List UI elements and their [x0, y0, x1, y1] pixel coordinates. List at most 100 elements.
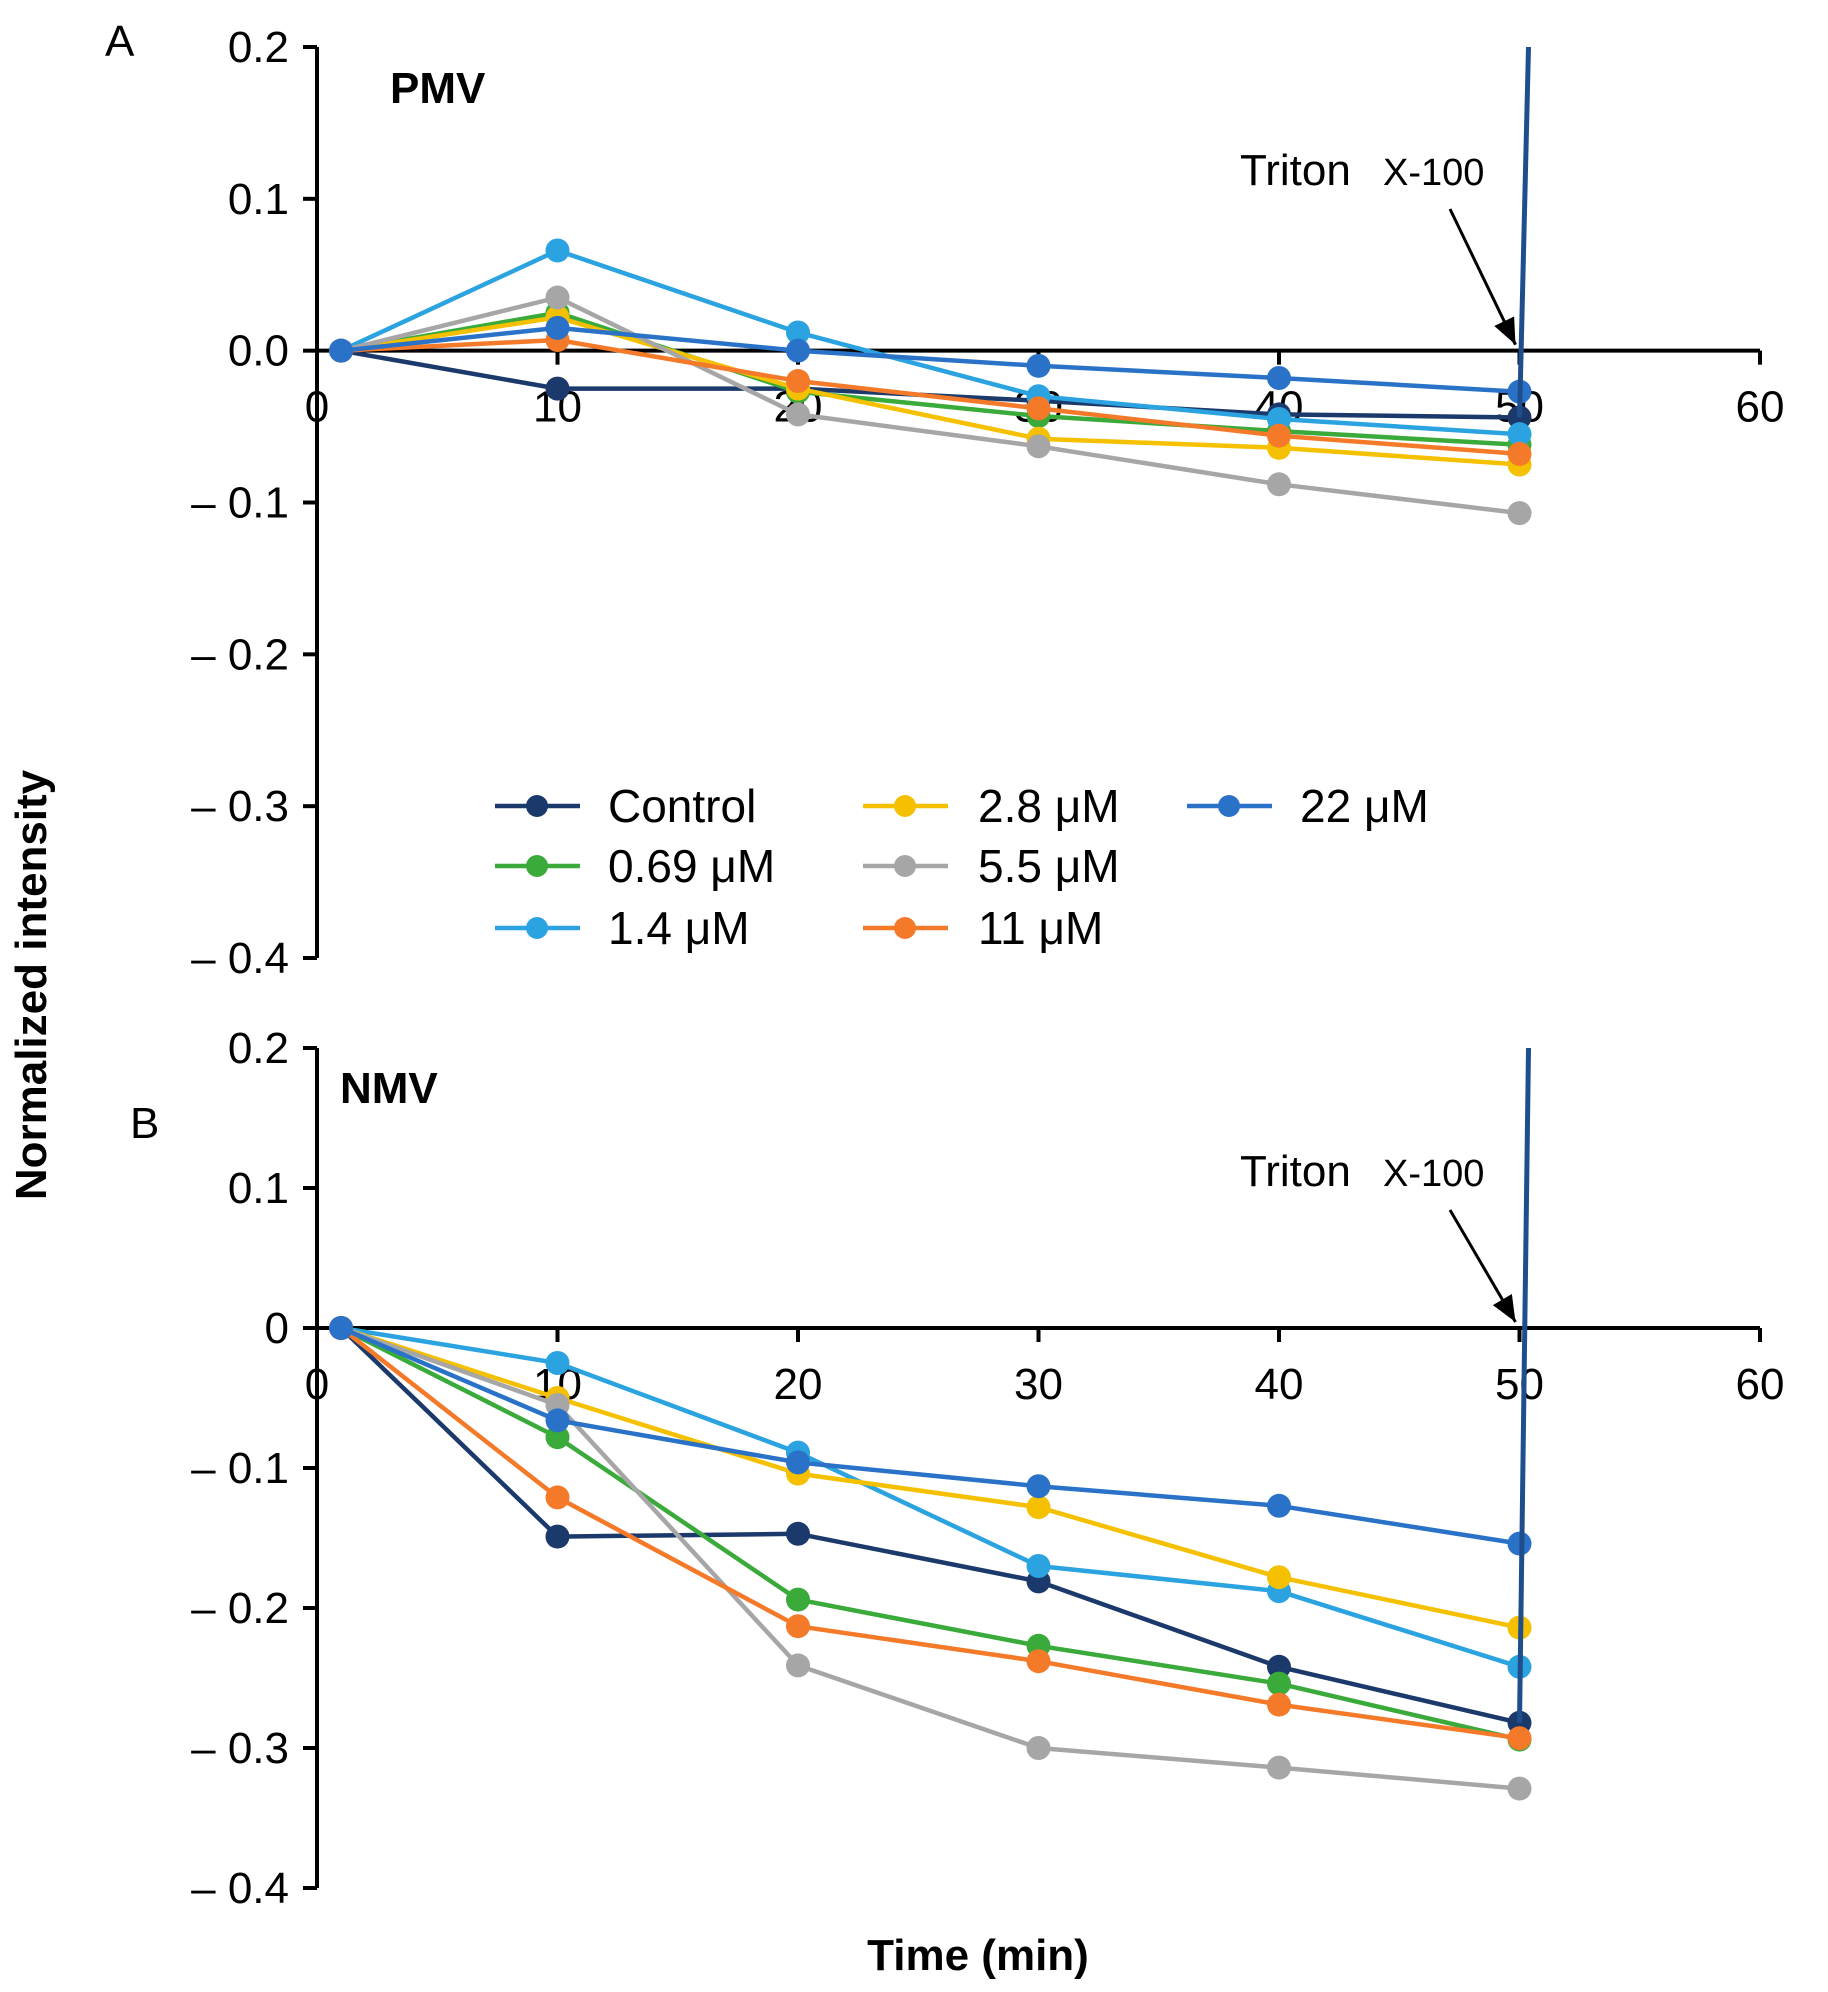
- panel-b-data-point: [545, 1485, 570, 1510]
- panel-a-series-line: [340, 310, 1520, 448]
- legend-label: 11 μM: [978, 902, 1103, 954]
- panel-b-y-tick-label: – 0.2: [191, 1584, 289, 1633]
- panel-b-data-point: [1507, 1776, 1532, 1801]
- panel-b-data-point: [786, 1614, 810, 1639]
- panel-a-data-point: [1507, 441, 1532, 466]
- panel-a-y-tick-label: – 0.1: [191, 479, 289, 528]
- legend-item: 2.8 μM: [863, 780, 1120, 832]
- panel-letter-a: A: [105, 17, 135, 66]
- panel-b-data-point: [786, 1653, 810, 1678]
- panel-b-triton-spike: [1517, 1047, 1531, 1723]
- panel-b-data-point: [1267, 1755, 1291, 1780]
- panel-a-data-point: [545, 376, 570, 401]
- panel-b-y-tick-label: 0.1: [228, 1164, 289, 1213]
- panel-b-triton-sublabel: X-100: [1383, 1153, 1484, 1195]
- legend-label: 1.4 μM: [608, 902, 750, 954]
- panel-a-x-tick-label: 60: [1736, 383, 1785, 432]
- panel-a-triton-sublabel: X-100: [1383, 152, 1484, 194]
- panel-a-y-tick-label: 0.2: [228, 23, 289, 72]
- panel-a-data-point: [1267, 406, 1291, 431]
- legend-swatch-marker: [894, 855, 916, 877]
- legend-label: Control: [608, 780, 756, 832]
- panel-b-series-6: [329, 1316, 1532, 1556]
- legend-swatch-marker: [526, 855, 548, 877]
- panel-b-data-point: [1026, 1474, 1051, 1499]
- panel-a-data-point: [1267, 423, 1291, 448]
- panel-a-data-point: [329, 338, 354, 363]
- panel-a-data-point: [786, 320, 810, 345]
- panel-a-data-point: [545, 285, 570, 310]
- panel-a-data-point: [786, 369, 810, 394]
- legend: Control 0.69 μM 1.4 μM 2.8 μM 5.5 μM 11 μM 22 …: [495, 780, 1429, 954]
- panel-b-data-point: [1026, 1649, 1051, 1674]
- panel-b-data-point: [545, 1524, 570, 1549]
- panel-a-y-tick-label: – 0.3: [191, 782, 289, 831]
- panel-a-series-6: [329, 315, 1532, 404]
- legend-label: 2.8 μM: [978, 780, 1120, 832]
- panel-a-data-point: [786, 338, 810, 363]
- panel-b-x-tick-label: 30: [1014, 1360, 1063, 1409]
- panel-b-data-point: [545, 1351, 570, 1375]
- panel-a-series-line: [340, 248, 1520, 437]
- panel-b-series-3: [329, 1316, 1532, 1640]
- panel-b-data-point: [786, 1521, 810, 1546]
- panel-b-series-4: [329, 1316, 1532, 1801]
- panel-b-data-point: [1267, 1654, 1291, 1679]
- legend-label: 0.69 μM: [608, 840, 775, 892]
- legend-swatch-marker: [894, 795, 916, 817]
- legend-item: 1.4 μM: [495, 902, 750, 954]
- panel-a-data-point: [1026, 434, 1051, 459]
- panel-a-triton-arrow-head: [1494, 316, 1516, 345]
- panel-b-y-tick-label: – 0.4: [191, 1864, 289, 1913]
- panel-a-y-tick-label: 0.1: [228, 175, 289, 224]
- panel-b-data-point: [545, 1425, 570, 1450]
- panel-b-data-point: [545, 1408, 570, 1433]
- panel-b-axes: 0.20.10– 0.1– 0.2– 0.3– 0.40 10 20 30 40 50 60: [191, 1024, 1784, 1913]
- panel-a-y-tick-label: 0.0: [228, 327, 289, 376]
- series-layer: [329, 46, 1532, 1801]
- panel-title-pmv: PMV: [390, 64, 486, 113]
- panel-title-nmv: NMV: [340, 1064, 438, 1113]
- panel-b-triton-label: Triton: [1240, 1147, 1351, 1196]
- panel-b-x-tick-label: 50: [1495, 1360, 1544, 1409]
- panel-b-data-point: [786, 1587, 810, 1612]
- annotation-layer: Triton X-100 Triton X-100: [1240, 146, 1517, 1323]
- legend-swatch-marker: [894, 917, 916, 939]
- panel-b-data-point: [1507, 1726, 1532, 1751]
- panel-letter-b: B: [130, 1099, 159, 1148]
- legend-swatch-marker: [1218, 795, 1240, 817]
- legend-label: 5.5 μM: [978, 840, 1120, 892]
- titles-layer: Time (min) Normalized intensity A B PMV …: [7, 17, 1089, 1980]
- panel-a-data-point: [1267, 472, 1291, 497]
- panel-b-y-tick-label: – 0.3: [191, 1724, 289, 1773]
- panel-b-x-tick-label: 60: [1736, 1360, 1785, 1409]
- panel-b-series-line: [339, 1326, 1520, 1741]
- panel-b-y-tick-label: 0.2: [228, 1024, 289, 1073]
- legend-item: 22 μM: [1187, 780, 1429, 832]
- panel-a-data-point: [1507, 501, 1532, 526]
- x-axis-title: Time (min): [867, 1931, 1089, 1980]
- panel-b-series-line: [340, 1325, 1520, 1630]
- legend-item: 0.69 μM: [495, 840, 775, 892]
- legend-swatch-marker: [526, 917, 548, 939]
- legend-item: 5.5 μM: [863, 840, 1120, 892]
- panel-b-data-point: [1267, 1692, 1291, 1717]
- panel-b-x-tick-label: 0: [305, 1360, 329, 1409]
- legend-swatch-marker: [526, 795, 548, 817]
- panel-b-series-line: [340, 1325, 1520, 1546]
- panel-a-series-line: [340, 337, 1520, 457]
- panel-a-series-line: [340, 315, 1520, 467]
- y-axis-title: Normalized intensity: [7, 769, 56, 1200]
- legend-label: 22 μM: [1300, 780, 1429, 832]
- panel-b-data-point: [329, 1316, 354, 1340]
- panel-b-data-point: [1267, 1493, 1291, 1518]
- panel-b-triton-arrow-head: [1492, 1294, 1516, 1322]
- panel-b-series-line: [340, 1325, 1521, 1669]
- panel-a-data-point: [545, 238, 570, 263]
- panel-a-series-line: [340, 325, 1520, 394]
- panel-a-y-tick-label: – 0.4: [191, 934, 289, 983]
- panel-a-triton-spike: [1517, 46, 1531, 418]
- panel-b-data-point: [1026, 1554, 1051, 1578]
- panel-a-data-point: [545, 315, 570, 340]
